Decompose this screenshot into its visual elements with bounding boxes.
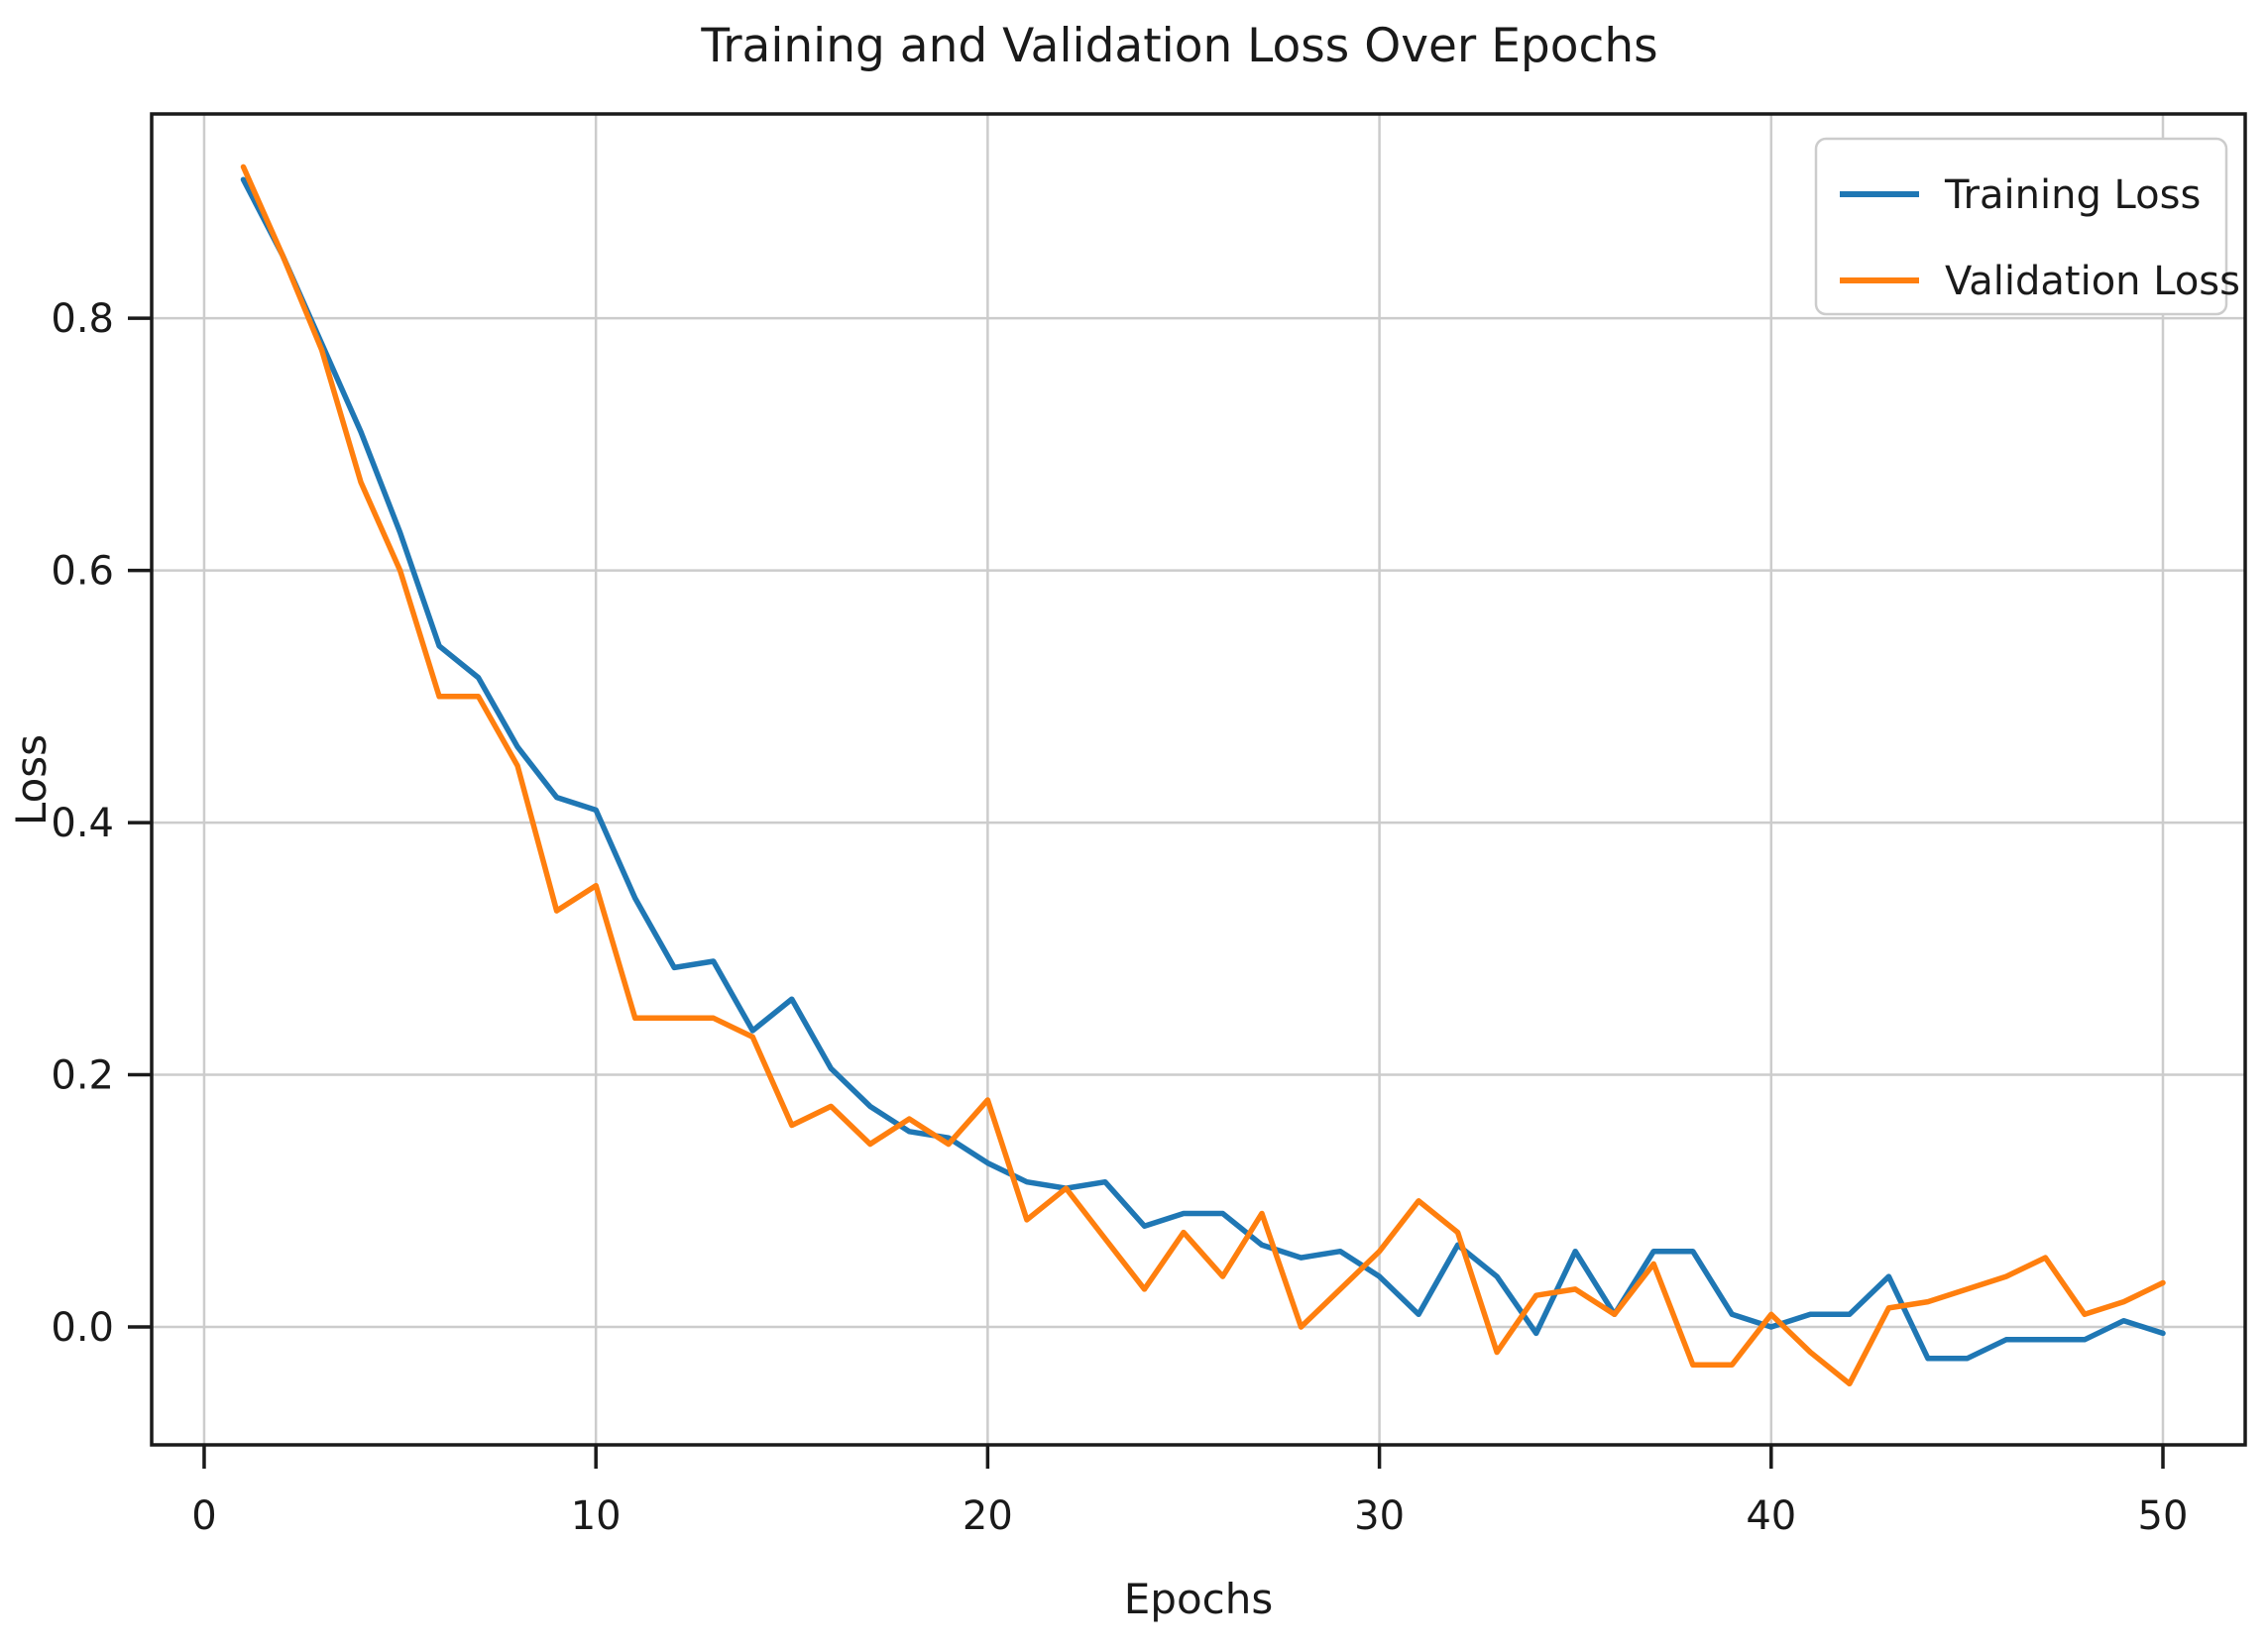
plot-border: [150, 112, 2247, 1447]
plot-area: [152, 114, 2245, 1445]
legend-item-validation: Validation Loss: [1840, 259, 2240, 304]
y-tick-label: 0.0: [51, 1305, 114, 1351]
validation-loss-line: [240, 164, 2166, 1387]
legend-item-training: Training Loss: [1840, 172, 2201, 218]
legend-label-training: Training Loss: [1944, 172, 2201, 218]
x-tick-label: 0: [191, 1493, 216, 1539]
series-lines: [240, 164, 2166, 1387]
y-tick-label: 0.2: [51, 1053, 114, 1099]
tick-marks-and-labels: 0 10 20 30 40 50 0.0 0.2 0.4 0.6 0.8: [51, 296, 2188, 1539]
x-tick-label: 20: [963, 1493, 1013, 1539]
y-tick-label: 0.4: [51, 801, 114, 846]
y-tick-label: 0.8: [51, 296, 114, 342]
chart-title: Training and Validation Loss Over Epochs: [700, 19, 1657, 73]
x-tick-label: 10: [571, 1493, 622, 1539]
y-tick-label: 0.6: [51, 549, 114, 595]
x-tick-label: 30: [1354, 1493, 1405, 1539]
axes-spines: [150, 112, 2247, 1447]
y-axis-label: Loss: [7, 734, 56, 825]
x-tick-label: 40: [1746, 1493, 1796, 1539]
legend: Training Loss Validation Loss: [1814, 137, 2240, 316]
x-tick-label: 50: [2138, 1493, 2189, 1539]
training-loss-line: [240, 176, 2166, 1362]
gridlines: [152, 114, 2245, 1445]
legend-label-validation: Validation Loss: [1945, 259, 2240, 304]
legend-box: [1814, 137, 2228, 316]
x-axis-label: Epochs: [1124, 1575, 1274, 1623]
